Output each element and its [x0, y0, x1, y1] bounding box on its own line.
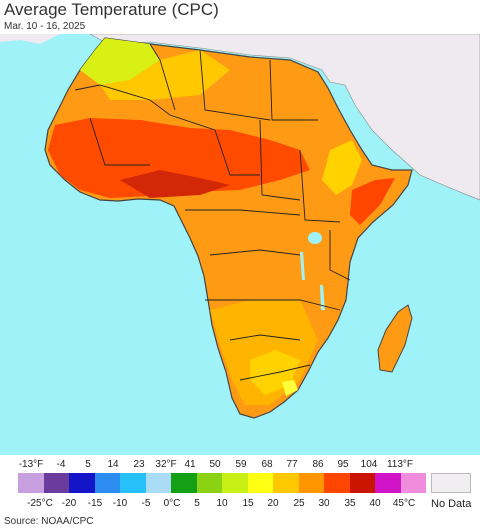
- legend-f-label: 86: [312, 459, 324, 470]
- no-data-label: No Data: [431, 498, 472, 510]
- legend-swatch: [94, 473, 120, 493]
- legend: -13°F -4 5 14 23 32°F 41 50 59 68 77 86 …: [0, 455, 480, 515]
- legend-swatch: [69, 473, 95, 493]
- legend-c-label: 20: [267, 498, 279, 509]
- africa-map-graphic: [0, 0, 480, 455]
- no-data-swatch: [431, 473, 471, 493]
- middle-east-europe-landmass: [89, 33, 480, 201]
- lesotho-cool-zone: [282, 380, 298, 396]
- legend-c-label: 15: [242, 498, 254, 509]
- legend-c-label: -15: [87, 498, 103, 509]
- legend-c-label: -10: [112, 498, 128, 509]
- source-credit: Source: NOAA/CPC: [4, 516, 94, 527]
- legend-swatch: [349, 473, 375, 493]
- legend-c-label: 35: [344, 498, 356, 509]
- legend-swatch: [400, 473, 426, 493]
- legend-f-label: 77: [286, 459, 298, 470]
- legend-f-label: 41: [184, 459, 196, 470]
- legend-swatch: [43, 473, 69, 493]
- lake-tanganyika: [300, 252, 305, 280]
- legend-f-label: 14: [107, 459, 119, 470]
- temperature-map: [0, 0, 480, 455]
- iberia-landmass: [0, 34, 60, 44]
- madagascar: [377, 304, 413, 373]
- legend-c-label: -5: [141, 498, 151, 509]
- legend-f-label: 95: [337, 459, 349, 470]
- legend-f-label: 23: [133, 459, 145, 470]
- date-range: Mar. 10 - 16, 2025: [4, 21, 86, 32]
- legend-swatch: [247, 473, 273, 493]
- legend-c-label: -20: [61, 498, 77, 509]
- nw-africa-cool-zone: [80, 38, 160, 85]
- legend-c-label: 45°C: [392, 498, 416, 509]
- color-scale: [18, 473, 426, 493]
- legend-c-label: -25°C: [27, 498, 53, 509]
- legend-c-label: 5: [194, 498, 200, 509]
- legend-f-label: 5: [85, 459, 91, 470]
- legend-swatch: [18, 473, 44, 493]
- legend-swatch: [120, 473, 146, 493]
- legend-f-label: 59: [235, 459, 247, 470]
- legend-swatch: [375, 473, 401, 493]
- legend-swatch: [324, 473, 350, 493]
- horn-of-africa-hot-zone: [350, 178, 395, 225]
- legend-f-label: 50: [209, 459, 221, 470]
- country-borders: [74, 43, 351, 381]
- lake-malawi: [320, 285, 325, 310]
- sahel-hot-zone: [48, 118, 310, 198]
- legend-f-label: 32°F: [155, 459, 177, 470]
- legend-f-label: -13°F: [18, 459, 44, 470]
- lake-victoria: [308, 232, 322, 244]
- legend-swatch: [273, 473, 299, 493]
- west-africa-very-hot-zone: [120, 170, 230, 198]
- north-africa-warm-zone: [100, 50, 230, 100]
- header: Average Temperature (CPC) Mar. 10 - 16, …: [0, 0, 480, 34]
- legend-f-label: 104: [360, 459, 378, 470]
- legend-swatch: [145, 473, 171, 493]
- ethiopian-highlands-zone: [322, 140, 362, 195]
- legend-swatch: [298, 473, 324, 493]
- legend-c-label: 25: [293, 498, 305, 509]
- legend-f-label: 113°F: [386, 459, 414, 470]
- legend-c-label: 10: [216, 498, 228, 509]
- map-title: Average Temperature (CPC): [4, 0, 219, 19]
- legend-swatch: [222, 473, 248, 493]
- legend-c-label: 40: [369, 498, 381, 509]
- legend-f-label: -4: [56, 459, 66, 470]
- legend-c-label: 0°C: [163, 498, 181, 509]
- legend-f-label: 68: [261, 459, 273, 470]
- legend-swatch: [171, 473, 197, 493]
- legend-c-label: 30: [318, 498, 330, 509]
- legend-swatch: [196, 473, 222, 493]
